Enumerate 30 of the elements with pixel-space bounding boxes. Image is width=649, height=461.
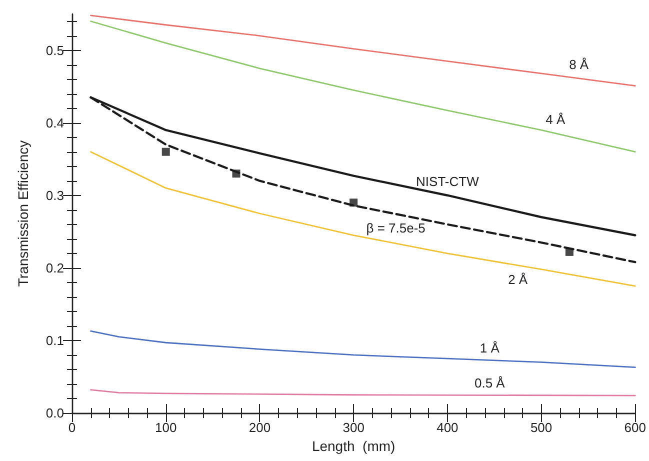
line-series — [90, 330, 636, 368]
series-label: 0.5 Å — [474, 376, 506, 391]
point — [350, 198, 358, 207]
series-label: 2 Å — [508, 272, 528, 287]
x-tick-label: 200 — [248, 420, 271, 435]
series-label: 1 Å — [480, 340, 500, 356]
x-tick-label: 400 — [436, 420, 458, 435]
point — [162, 148, 170, 156]
y-tick-label: 0.5 — [46, 42, 64, 58]
x-tick-label: 600 — [624, 420, 646, 435]
y-axis-title: Transmission Efficiency — [15, 140, 31, 287]
x-tick-label: 0 — [68, 420, 76, 435]
y-tick-label: 0.3 — [46, 188, 64, 203]
x-tick-label: 100 — [155, 420, 177, 435]
y-tick-label: 0.0 — [46, 406, 64, 420]
y-tick-label: 0.2 — [46, 260, 64, 276]
x-axis-title: Length (mm) — [312, 438, 396, 454]
series-label: β = 7.5e-5 — [366, 220, 426, 236]
point — [232, 170, 240, 178]
series-label: NIST-CTW — [416, 174, 480, 189]
series-label: 4 Å — [546, 112, 566, 127]
x-tick-label: 300 — [342, 420, 364, 435]
y-tick-label: 0.1 — [46, 332, 64, 348]
line-series — [90, 151, 636, 287]
line-series — [90, 20, 636, 153]
point — [565, 248, 574, 256]
y-tick-label: 0.4 — [46, 115, 64, 130]
series-label: 8 Å — [569, 56, 589, 72]
x-tick-label: 500 — [530, 420, 552, 435]
line-series — [90, 14, 636, 87]
